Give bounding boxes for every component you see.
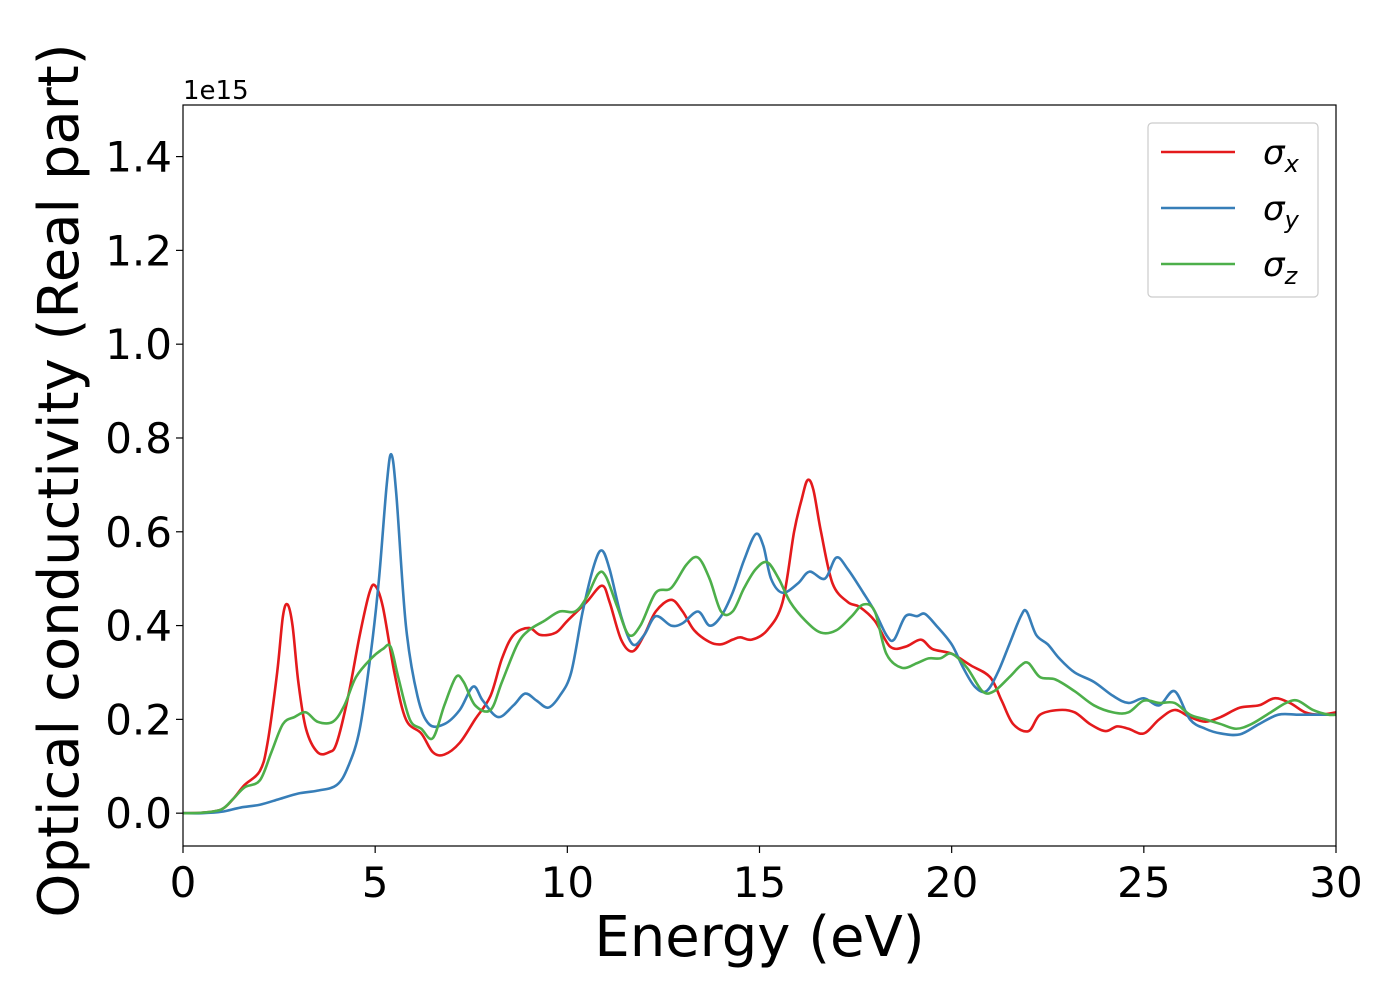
legend-label-z: σz [1263, 245, 1299, 290]
y-tick-label: 0.2 [105, 695, 172, 744]
y-tick-label: 0.4 [105, 602, 172, 651]
series-line-x [183, 478, 1336, 815]
x-tick-label: 0 [170, 858, 197, 907]
x-tick-label: 25 [1117, 858, 1170, 907]
y-tick-label: 1.0 [105, 320, 172, 369]
y-tick-label: 0.8 [105, 414, 172, 463]
x-tick-label: 15 [733, 858, 786, 907]
legend-label-x: σx [1263, 133, 1300, 178]
y-axis-ticks: 0.0 0.2 0.4 0.6 0.8 1.0 1.2 1.4 [105, 133, 183, 838]
series-line-y [183, 453, 1336, 815]
legend-box [1147, 122, 1319, 298]
y-axis-offset-label: 1e15 [183, 76, 249, 106]
x-tick-label: 10 [541, 858, 594, 907]
legend-items: σx σy σz [1161, 133, 1300, 290]
legend: σx σy σz [1147, 122, 1319, 298]
x-tick-label: 5 [362, 858, 389, 907]
x-tick-label: 30 [1309, 858, 1362, 907]
x-axis-label: Energy (eV) [594, 905, 924, 970]
y-tick-label: 0.6 [105, 508, 172, 557]
series-layer [183, 453, 1336, 815]
y-tick-label: 1.2 [105, 226, 172, 275]
series-line-z [183, 555, 1336, 815]
x-tick-label: 20 [925, 858, 978, 907]
y-axis-label: Optical conductivity (Real part) [27, 43, 92, 917]
y-tick-label: 0.0 [105, 789, 172, 838]
y-tick-label: 1.4 [105, 133, 172, 182]
legend-label-y: σy [1263, 189, 1300, 234]
x-axis-ticks: 0 5 10 15 20 25 30 [170, 846, 1363, 907]
